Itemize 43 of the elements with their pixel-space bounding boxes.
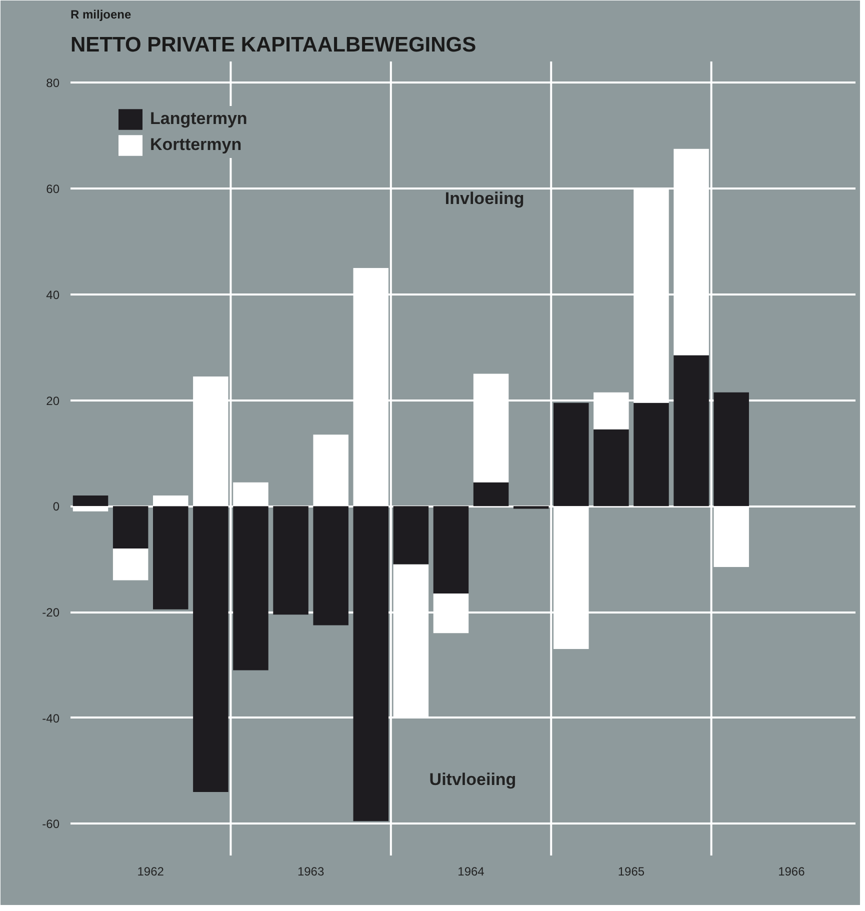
bar (313, 434, 348, 506)
y-tick-label: 60 (46, 182, 60, 196)
bar (433, 506, 469, 594)
bar (153, 496, 188, 506)
y-tick-label: 80 (46, 76, 60, 90)
bar (513, 506, 549, 509)
x-tick-label: 1965 (618, 864, 645, 878)
bar (353, 506, 389, 822)
annotation: Invloeiing (444, 189, 524, 208)
bar (112, 506, 148, 548)
y-tick-label: 20 (46, 394, 60, 408)
bar (233, 506, 268, 670)
bar (714, 392, 749, 506)
bar (594, 392, 629, 430)
legend-label: Korttermyn (150, 135, 242, 155)
bar (433, 593, 469, 634)
annotation: Uitvloeiing (429, 770, 516, 790)
y-tick-label: -60 (42, 817, 60, 832)
y-tick-label: 0 (52, 500, 60, 514)
x-tick-label: 1962 (137, 864, 164, 878)
x-tick-label: 1966 (778, 864, 806, 878)
bar (473, 374, 509, 482)
y-tick-label: 40 (46, 288, 60, 302)
bar (473, 482, 509, 506)
bar (112, 548, 148, 580)
x-tick-label: 1964 (458, 864, 485, 878)
bar (273, 506, 308, 615)
bar (634, 188, 669, 403)
bar (153, 506, 188, 610)
bar (313, 506, 348, 626)
bar (193, 506, 228, 792)
y-axis-title: R miljoene (70, 8, 132, 22)
bar (393, 506, 429, 564)
bar (594, 429, 629, 506)
legend-label: Langtermyn (150, 109, 248, 129)
y-tick-label: -40 (42, 711, 60, 726)
chart-title: NETTO PRIVATE KAPITAALBEWEGINGS (70, 34, 476, 56)
bar (674, 355, 709, 506)
bar (554, 402, 589, 506)
bar (634, 402, 669, 506)
y-tick-label: -20 (42, 606, 60, 620)
bar (72, 496, 108, 506)
x-tick-label: 1963 (297, 864, 324, 878)
